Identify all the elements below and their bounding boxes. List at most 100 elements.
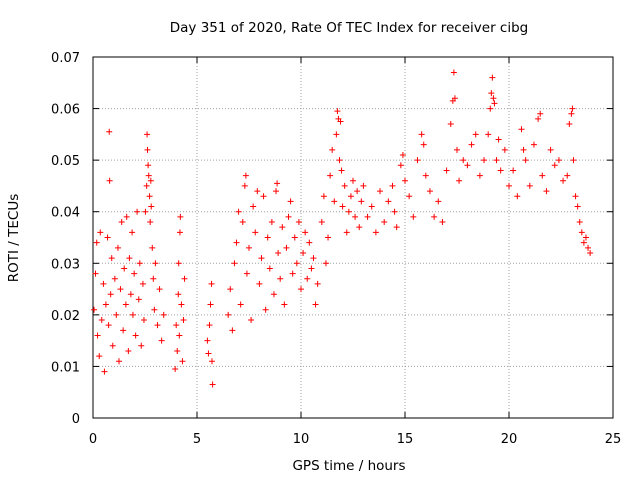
data-point — [106, 177, 113, 184]
data-point — [488, 90, 495, 97]
chart-title: Day 351 of 2020, Rate Of TEC Index for r… — [170, 20, 528, 36]
data-point — [158, 337, 165, 344]
data-point — [229, 327, 236, 334]
data-point — [566, 121, 573, 128]
data-point — [275, 249, 282, 256]
data-point — [180, 317, 187, 324]
data-point — [127, 291, 134, 298]
y-axis-ticks: 0 0.01 0.02 0.03 0.04 0.05 0.06 0.07 — [51, 51, 613, 427]
data-point — [134, 208, 141, 215]
data-point — [91, 306, 98, 313]
data-point — [329, 146, 336, 153]
data-point — [306, 239, 313, 246]
data-point — [252, 229, 259, 236]
data-point — [107, 291, 114, 298]
data-point — [135, 296, 142, 303]
y-tick-label: 0.03 — [51, 257, 80, 272]
data-point — [108, 255, 115, 262]
data-point — [126, 255, 133, 262]
data-point — [109, 342, 116, 349]
data-point — [570, 157, 577, 164]
data-point — [144, 146, 151, 153]
data-point — [146, 193, 153, 200]
data-point — [420, 141, 427, 148]
data-point — [176, 332, 183, 339]
data-point — [208, 280, 215, 287]
data-point — [298, 286, 304, 293]
data-point — [207, 301, 214, 308]
data-point — [225, 311, 232, 318]
data-point — [350, 177, 356, 184]
data-point — [454, 146, 460, 153]
data-point — [235, 208, 242, 215]
data-point — [152, 260, 159, 267]
data-point — [97, 229, 104, 236]
data-point — [476, 172, 483, 179]
data-point — [293, 260, 300, 267]
data-point — [520, 146, 527, 153]
x-tick-label: 20 — [501, 432, 518, 447]
data-point — [360, 182, 367, 189]
data-point — [270, 291, 277, 298]
data-point — [497, 167, 504, 174]
grid-lines — [93, 57, 613, 418]
data-point — [98, 317, 105, 324]
data-point — [530, 141, 537, 148]
data-point — [129, 229, 136, 236]
data-point — [580, 239, 587, 246]
y-tick-label: 0.02 — [51, 309, 80, 324]
data-point — [105, 322, 112, 329]
data-point — [93, 239, 100, 246]
data-point — [208, 358, 215, 365]
data-point — [256, 280, 263, 287]
data-point — [333, 131, 340, 138]
data-point — [277, 275, 284, 282]
y-tick-label: 0.07 — [51, 51, 80, 66]
data-point — [138, 342, 145, 349]
data-point — [356, 224, 363, 231]
data-point — [227, 286, 234, 293]
data-point — [273, 188, 280, 195]
data-point — [578, 229, 585, 236]
data-point — [178, 301, 185, 308]
data-point — [489, 74, 496, 81]
data-point — [260, 193, 267, 200]
data-point — [491, 100, 498, 107]
data-point — [510, 167, 517, 174]
y-tick-label: 0.04 — [51, 206, 80, 221]
x-tick-label: 10 — [293, 432, 310, 447]
data-point — [526, 182, 533, 189]
data-point — [320, 193, 327, 200]
plot-area-border — [92, 56, 614, 419]
data-point — [364, 213, 371, 220]
data-point — [456, 177, 463, 184]
data-point — [106, 128, 113, 135]
data-point — [576, 219, 583, 226]
data-point — [175, 260, 182, 267]
data-point — [391, 208, 398, 215]
data-point — [148, 203, 155, 210]
y-tick-label: 0.06 — [51, 103, 80, 118]
y-axis-label: ROTI / TECUs — [6, 194, 22, 282]
x-tick-label: 0 — [89, 432, 97, 447]
data-point — [132, 332, 139, 339]
data-point — [96, 353, 103, 360]
data-point — [460, 157, 467, 164]
data-point — [358, 198, 365, 205]
data-point — [144, 131, 151, 138]
data-point — [117, 286, 124, 293]
data-point — [243, 270, 250, 277]
data-point — [231, 260, 238, 267]
data-point — [312, 301, 319, 308]
data-point — [310, 255, 317, 262]
data-point — [514, 193, 521, 200]
data-point — [539, 172, 546, 179]
data-point — [150, 275, 157, 282]
data-point — [291, 234, 298, 241]
data-point — [347, 193, 354, 200]
data-point — [147, 219, 154, 226]
data-point — [506, 182, 512, 189]
data-point — [92, 270, 99, 277]
data-point — [397, 162, 404, 169]
